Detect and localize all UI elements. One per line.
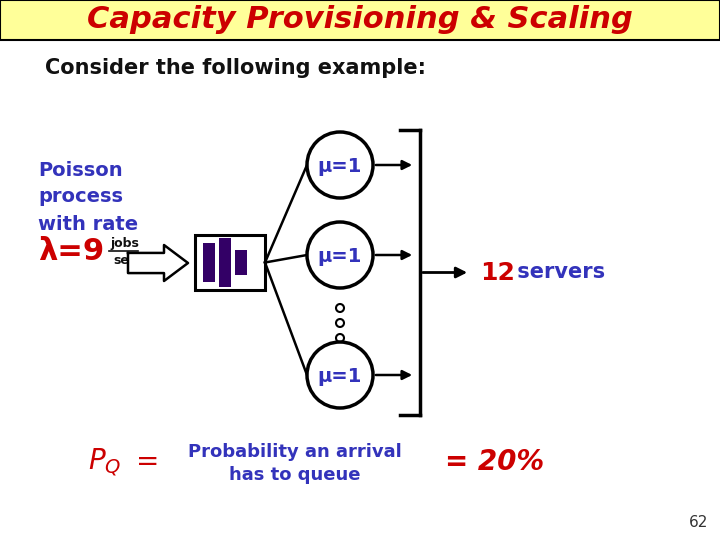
Circle shape (307, 222, 373, 288)
Text: 12: 12 (480, 260, 515, 285)
Text: $P_Q$: $P_Q$ (89, 446, 122, 478)
Bar (219, 238, 231, 287)
Text: =: = (136, 448, 160, 476)
Text: λ=9: λ=9 (38, 237, 104, 266)
Bar (0, 0, 720, 40)
Circle shape (307, 342, 373, 408)
Polygon shape (128, 245, 188, 281)
Text: μ=1: μ=1 (318, 246, 362, 266)
Text: jobs: jobs (110, 238, 139, 251)
Circle shape (307, 132, 373, 198)
Text: 62: 62 (688, 515, 708, 530)
Text: μ=1: μ=1 (318, 367, 362, 386)
Text: = 20%: = 20% (445, 448, 544, 476)
Text: sec: sec (113, 254, 136, 267)
Bar (195, 235, 265, 290)
Text: servers: servers (510, 262, 605, 282)
Text: Consider the following example:: Consider the following example: (45, 58, 426, 78)
Bar (203, 243, 215, 282)
Text: Probability an arrival: Probability an arrival (188, 443, 402, 461)
Text: with rate: with rate (38, 214, 138, 233)
Text: μ=1: μ=1 (318, 157, 362, 176)
Text: Poisson: Poisson (38, 160, 122, 179)
Bar (235, 250, 247, 275)
Text: Capacity Provisioning & Scaling: Capacity Provisioning & Scaling (87, 5, 633, 35)
Text: has to queue: has to queue (229, 466, 361, 484)
Text: process: process (38, 187, 123, 206)
